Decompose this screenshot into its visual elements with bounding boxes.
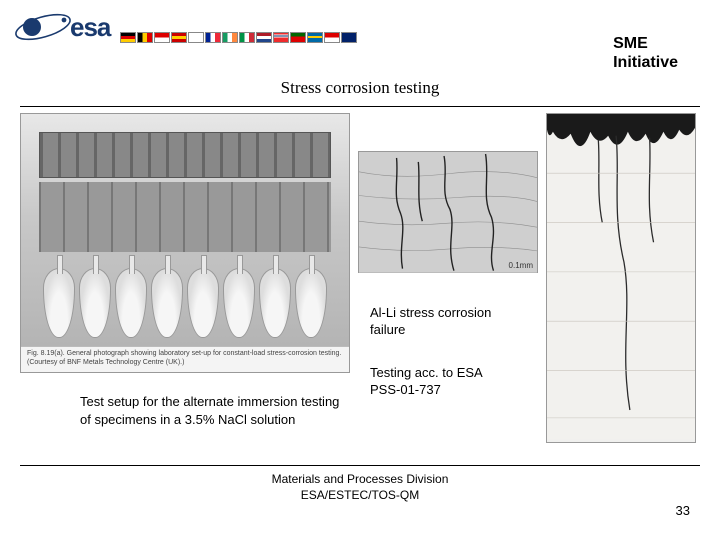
- orbit-icon: [12, 8, 74, 46]
- micrograph-2: [546, 113, 696, 443]
- label-testing: Testing acc. to ESA PSS-01-737: [370, 365, 483, 399]
- flag-icon: [239, 32, 255, 43]
- footer-line2: ESA/ESTEC/TOS-QM: [0, 488, 720, 504]
- flag-icon: [341, 32, 357, 43]
- label-alLi-2: failure: [370, 322, 491, 339]
- flag-icon: [171, 32, 187, 43]
- content-area: Fig. 8.19(a). General photograph showing…: [20, 113, 700, 453]
- label-testing-2: PSS-01-737: [370, 382, 483, 399]
- flag-row: [120, 32, 357, 43]
- sme-line1: SME: [613, 34, 678, 53]
- flag-icon: [290, 32, 306, 43]
- label-setup-2: of specimens in a 3.5% NaCl solution: [80, 411, 339, 429]
- esa-logo: esa: [12, 8, 110, 46]
- footer-line1: Materials and Processes Division: [0, 472, 720, 488]
- label-testing-1: Testing acc. to ESA: [370, 365, 483, 382]
- flag-icon: [273, 32, 289, 43]
- sme-line2: Initiative: [613, 53, 678, 72]
- apparatus-photo: Fig. 8.19(a). General photograph showing…: [20, 113, 350, 373]
- cracks-icon: [359, 152, 537, 273]
- divider-bottom: [20, 465, 700, 466]
- photo-caption: Fig. 8.19(a). General photograph showing…: [21, 346, 349, 372]
- scale-label: 0.1mm: [509, 261, 533, 270]
- flag-icon: [120, 32, 136, 43]
- page-title: Stress corrosion testing: [0, 78, 720, 98]
- page-number: 33: [676, 503, 690, 518]
- header: esa SME Initiative: [0, 0, 720, 76]
- label-setup-1: Test setup for the alternate immersion t…: [80, 393, 339, 411]
- flag-icon: [188, 32, 204, 43]
- label-alLi-1: Al-Li stress corrosion: [370, 305, 491, 322]
- sme-initiative: SME Initiative: [613, 8, 708, 72]
- flag-icon: [154, 32, 170, 43]
- footer: Materials and Processes Division ESA/EST…: [0, 472, 720, 503]
- flag-icon: [222, 32, 238, 43]
- label-setup: Test setup for the alternate immersion t…: [80, 393, 339, 428]
- esa-text: esa: [70, 12, 110, 43]
- logo-area: esa: [12, 8, 357, 46]
- flag-icon: [137, 32, 153, 43]
- flag-icon: [256, 32, 272, 43]
- micrograph-1: 0.1mm: [358, 151, 538, 273]
- flag-icon: [324, 32, 340, 43]
- flag-icon: [307, 32, 323, 43]
- apparatus-drawing: [39, 132, 331, 338]
- label-alLi: Al-Li stress corrosion failure: [370, 305, 491, 339]
- divider-top: [20, 106, 700, 107]
- crack-profile-icon: [547, 114, 695, 440]
- flag-icon: [205, 32, 221, 43]
